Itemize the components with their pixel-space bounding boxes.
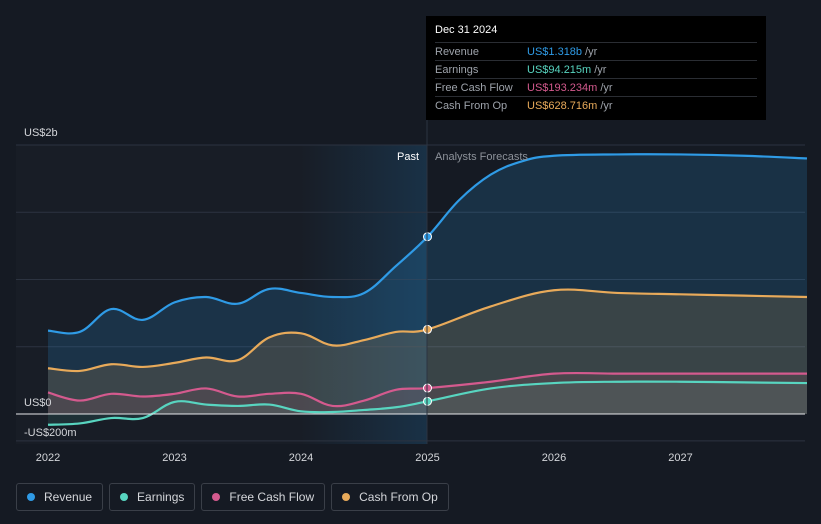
legend-label: Earnings (137, 490, 185, 504)
x-tick-label: 2026 (542, 452, 566, 464)
x-tick-label: 2027 (668, 452, 692, 464)
forecast-label: Analysts Forecasts (435, 151, 528, 163)
tooltip-unit: /yr (585, 45, 598, 58)
legend-item-free-cash-flow[interactable]: Free Cash Flow (201, 483, 326, 511)
tooltip-label: Earnings (435, 63, 479, 76)
tooltip-value: US$193.234m (527, 81, 598, 94)
free-cash-flow-dot-icon (212, 493, 221, 501)
legend-label: Cash From Op (359, 490, 438, 504)
cash-from-op-dot-icon (342, 493, 351, 501)
tooltip: Dec 31 2024 Revenue US$1.318b /yr Earnin… (426, 16, 766, 120)
earnings-dot-icon (120, 493, 129, 501)
y-label-top: US$2b (24, 127, 58, 139)
earnings-line (47, 380, 808, 426)
y-label-zero: US$0 (24, 397, 52, 409)
x-tick-label: 2024 (289, 452, 313, 464)
cash-from-op-line (47, 288, 808, 373)
tooltip-value: US$628.716m (527, 99, 598, 112)
legend-label: Revenue (44, 490, 93, 504)
tooltip-row-earnings: Earnings US$94.215m /yr (435, 60, 757, 78)
legend-label: Free Cash Flow (229, 490, 315, 504)
tooltip-unit: /yr (594, 63, 607, 76)
tooltip-label: Cash From Op (435, 99, 508, 112)
tooltip-row-cfo: Cash From Op US$628.716m /yr (435, 96, 757, 114)
legend-item-revenue[interactable]: Revenue (16, 483, 104, 511)
tooltip-value: US$94.215m (527, 63, 592, 76)
tooltip-row-fcf: Free Cash Flow US$193.234m /yr (435, 78, 757, 96)
revenue-dot-icon (27, 493, 35, 501)
tooltip-label: Revenue (435, 45, 480, 58)
y-label-bottom: -US$200m (24, 427, 77, 439)
tooltip-unit: /yr (600, 99, 613, 112)
revenue-line (47, 153, 808, 335)
legend: Revenue Earnings Free Cash Flow Cash Fro… (16, 483, 449, 511)
x-tick-label: 2022 (36, 452, 60, 464)
tooltip-unit: /yr (600, 81, 613, 94)
x-tick-label: 2023 (162, 452, 186, 464)
tooltip-label: Free Cash Flow (435, 81, 513, 94)
x-tick-label: 2025 (415, 452, 439, 464)
free-cash-flow-line (47, 371, 807, 408)
past-label: Past (397, 151, 419, 163)
tooltip-row-revenue: Revenue US$1.318b /yr (435, 42, 757, 60)
legend-item-cash-from-op[interactable]: Cash From Op (331, 483, 449, 511)
legend-item-earnings[interactable]: Earnings (109, 483, 196, 511)
tooltip-value: US$1.318b (527, 45, 583, 58)
tooltip-date: Dec 31 2024 (435, 24, 498, 36)
